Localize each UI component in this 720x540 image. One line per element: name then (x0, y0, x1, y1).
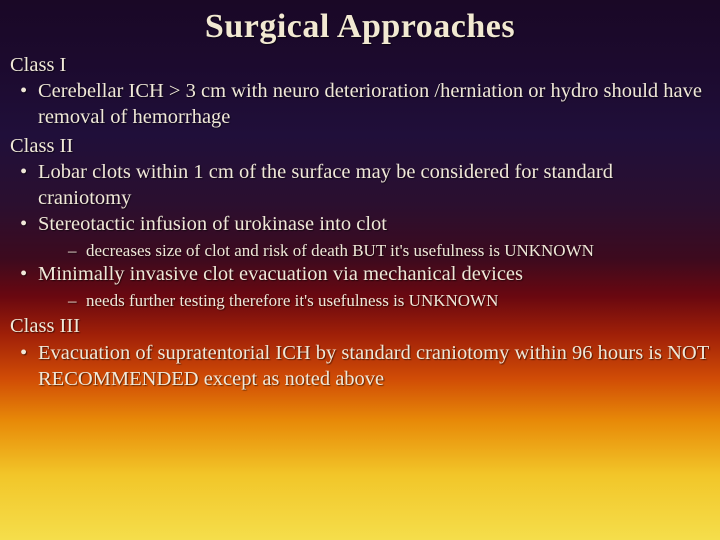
class2-bullet-3-sub-1: needs further testing therefore it's use… (38, 290, 710, 312)
class2-bullet-2: Stereotactic infusion of urokinase into … (10, 211, 710, 261)
class1-bullet-1: Cerebellar ICH > 3 cm with neuro deterio… (10, 78, 710, 130)
class3-label: Class III (10, 313, 710, 339)
class2-label: Class II (10, 133, 710, 159)
class2-bullet-1: Lobar clots within 1 cm of the surface m… (10, 159, 710, 211)
slide-body: Class I Cerebellar ICH > 3 cm with neuro… (10, 52, 710, 392)
class2-bullet-2-text: Stereotactic infusion of urokinase into … (38, 213, 387, 235)
slide-title: Surgical Approaches (10, 8, 710, 46)
class2-bullet-2-sub-1: decreases size of clot and risk of death… (38, 240, 710, 262)
class2-bullet-3-text: Minimally invasive clot evacuation via m… (38, 263, 523, 285)
class2-bullet-3: Minimally invasive clot evacuation via m… (10, 261, 710, 311)
class1-label: Class I (10, 52, 710, 78)
class3-bullet-1: Evacuation of supratentorial ICH by stan… (10, 340, 710, 392)
